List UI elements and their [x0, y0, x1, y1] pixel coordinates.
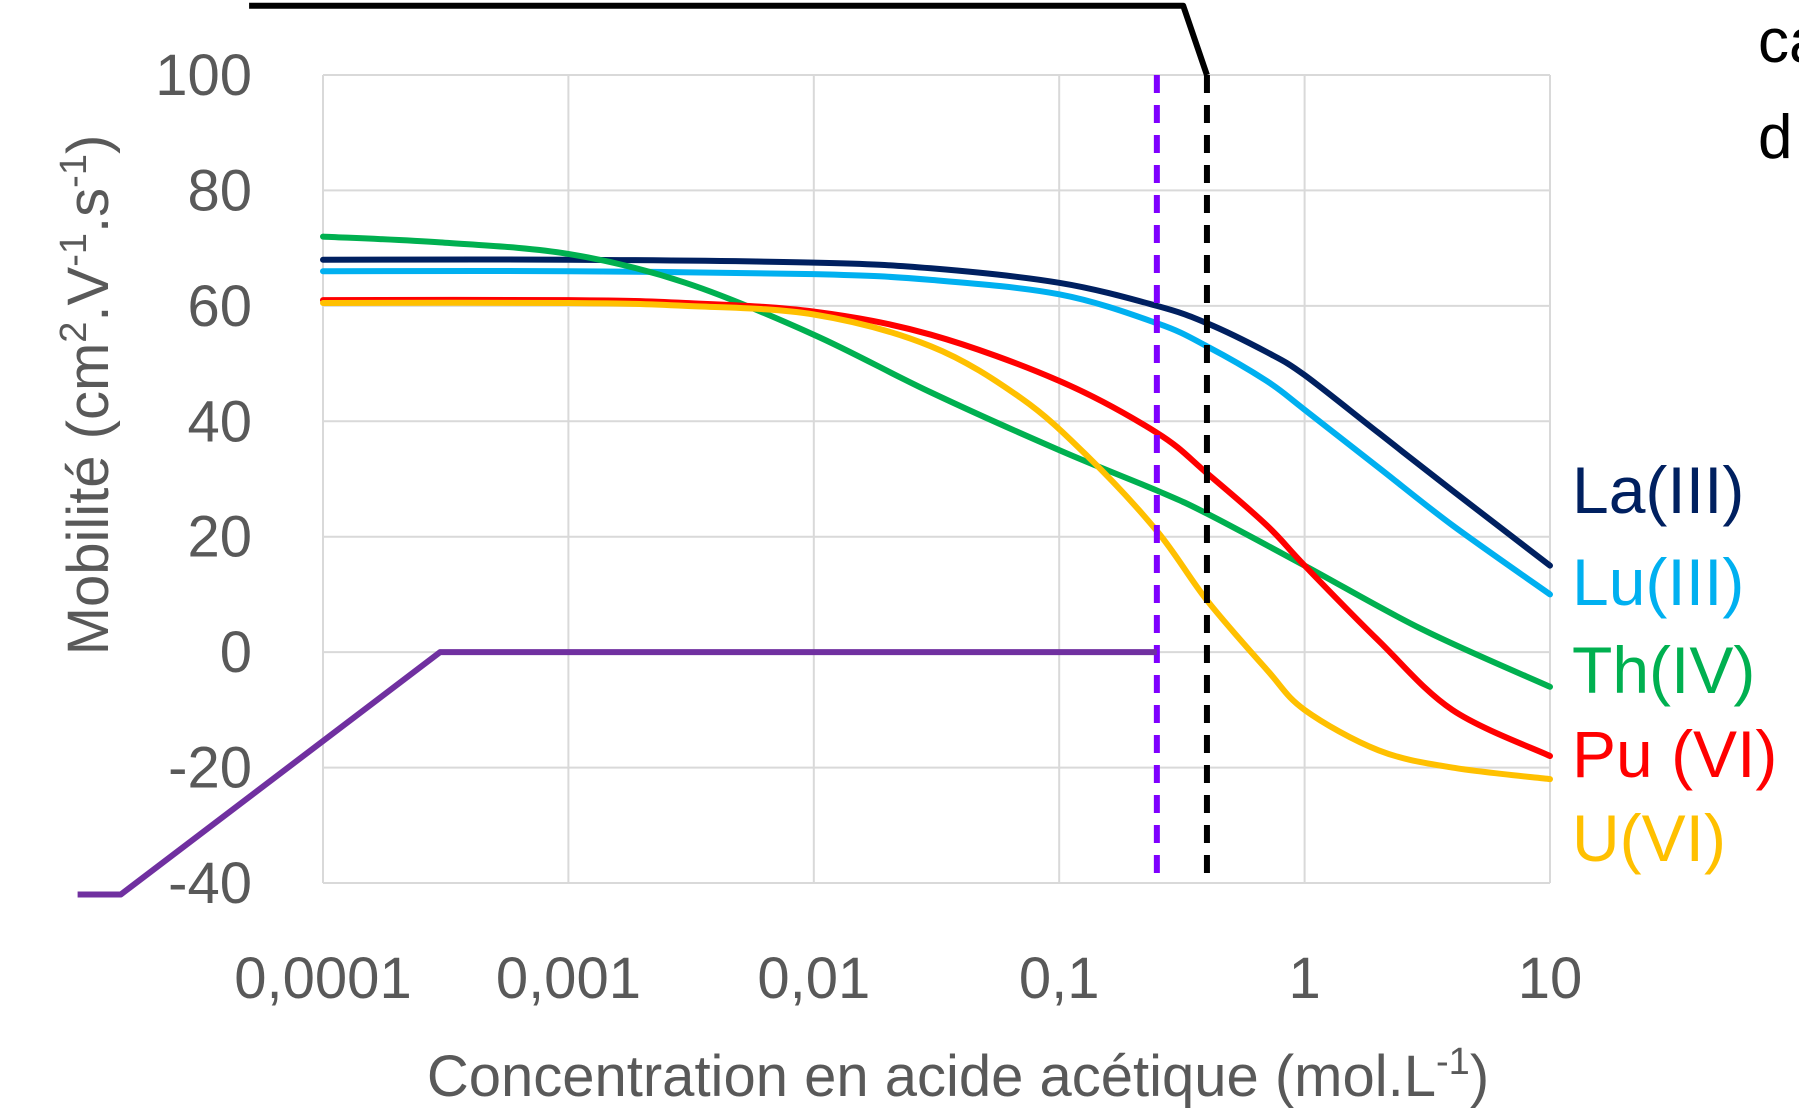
y-tick-label: 40 [187, 389, 252, 454]
y-tick-label: 20 [187, 505, 252, 570]
x-tick-label: 10 [1518, 946, 1583, 1011]
x-tick-label: 0,0001 [234, 946, 411, 1011]
vertical-markers [1153, 75, 1210, 883]
y-axis-tick-labels: 100 80 60 40 20 0 -20 -40 [155, 43, 252, 916]
x-tick-label: 0,1 [1019, 946, 1100, 1011]
annotation-lines [77, 2, 1210, 898]
series-label-th-iv: Th(IV) [1572, 633, 1755, 707]
x-tick-label: 1 [1288, 946, 1320, 1011]
series-label-lu-iii: Lu(III) [1572, 545, 1744, 619]
x-tick-label: 0,01 [757, 946, 870, 1011]
series-line-lu-iii [320, 267, 1553, 598]
black-callout-line [249, 2, 1210, 76]
x-axis-tick-labels: 0,0001 0,001 0,01 0,1 1 10 [234, 946, 1582, 1011]
clipped-text-d: d [1758, 103, 1792, 172]
series-line-th-iv [320, 233, 1553, 690]
series-label-pu-vi: Pu (VI) [1572, 717, 1777, 791]
y-tick-label: 0 [220, 620, 252, 685]
x-tick-label: 0,001 [496, 946, 641, 1011]
clipped-text-ca: ca [1758, 7, 1799, 76]
series-line-pu-vi [320, 296, 1553, 759]
y-tick-label: 60 [187, 274, 252, 339]
x-axis-title: Concentration en acide acétique (mol.L-1… [427, 1041, 1489, 1109]
y-tick-label: 100 [155, 43, 252, 108]
series-label-la-iii: La(III) [1572, 453, 1744, 527]
series-line-la-iii [320, 256, 1553, 569]
series-labels: La(III) Lu(III) Th(IV) Pu (VI) U(VI) [1572, 453, 1777, 875]
gridlines [322, 74, 1551, 884]
y-tick-label: -40 [168, 851, 252, 916]
y-tick-label: -20 [168, 736, 252, 801]
y-tick-label: 80 [187, 158, 252, 223]
y-axis-title: Mobilité (cm2.V-1.s-1) [53, 135, 121, 656]
series-line-u-vi [320, 299, 1553, 783]
series-lines [320, 233, 1553, 783]
purple-callout-line [77, 649, 1157, 898]
series-label-u-vi: U(VI) [1572, 801, 1726, 875]
